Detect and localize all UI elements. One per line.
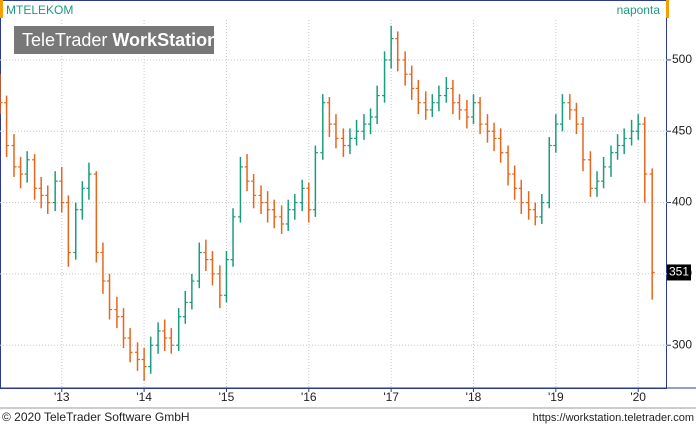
watermark-product: WorkStation: [112, 30, 218, 50]
right-marker: [666, 0, 669, 18]
url: https://workstation.teletrader.com: [533, 412, 694, 424]
x-tick-label: '20: [630, 390, 646, 404]
left-marker: [0, 0, 3, 18]
x-tick-label: '18: [466, 390, 482, 404]
x-tick-label: '16: [301, 390, 317, 404]
symbol: MTELEKOM: [6, 3, 73, 17]
x-tick-label: '13: [54, 390, 70, 404]
x-tick-label: '15: [219, 390, 235, 404]
bars: [0, 25, 655, 381]
watermark: TeleTrader WorkStation: [22, 30, 218, 50]
last-price-label: 351: [669, 265, 689, 279]
y-tick-label: 450: [672, 123, 692, 137]
y-tick-label: 500: [672, 52, 692, 66]
interval: naponta: [617, 3, 661, 17]
watermark-brand: TeleTrader: [22, 30, 107, 50]
x-tick-label: '14: [136, 390, 152, 404]
grid: [0, 20, 667, 388]
y-tick-label: 300: [672, 337, 692, 351]
x-tick-label: '19: [548, 390, 564, 404]
copyright: © 2020 TeleTrader Software GmbH: [2, 410, 190, 424]
last-price-box: [667, 264, 691, 281]
watermark-box: [14, 26, 214, 54]
y-tick-label: 400: [672, 195, 692, 209]
x-tick-label: '17: [383, 390, 399, 404]
